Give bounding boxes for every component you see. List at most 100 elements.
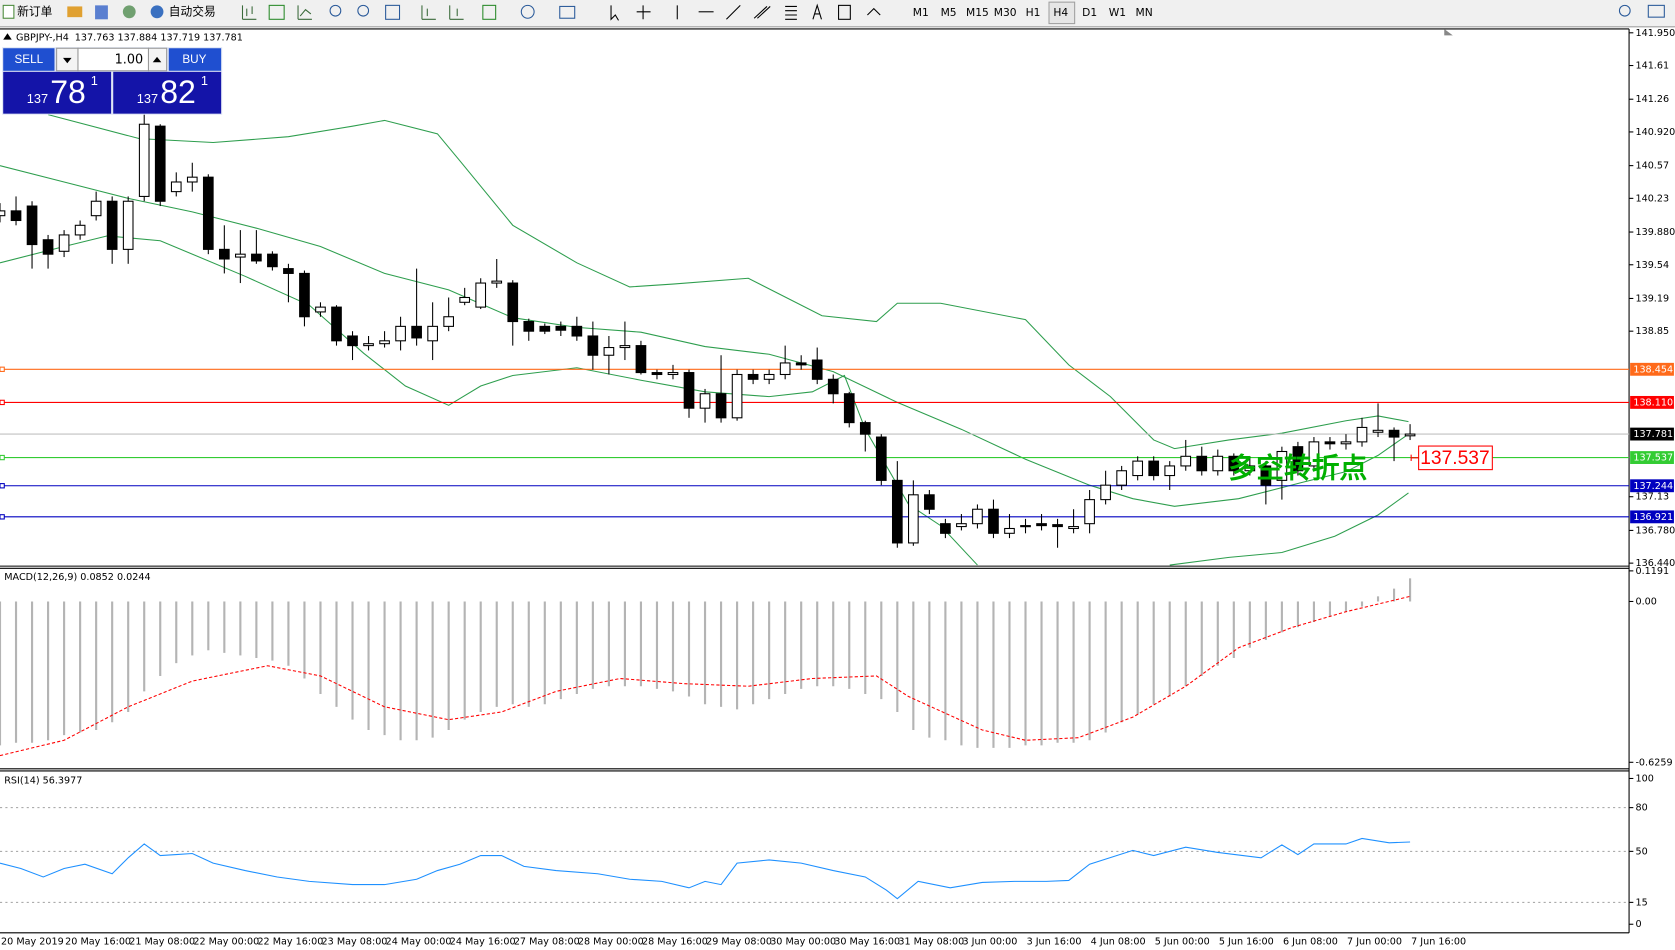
tool-icon[interactable]: [95, 5, 108, 20]
candle-body: [827, 378, 839, 395]
candle-body: [331, 306, 342, 342]
trendline-icon[interactable]: [726, 4, 741, 20]
candle-body: [106, 200, 118, 250]
lot-value[interactable]: 1.00: [115, 53, 144, 68]
arrows-icon[interactable]: [867, 7, 881, 16]
x-tick-label: 30 May 00:00: [770, 936, 836, 947]
level-label: 136.921: [1633, 512, 1673, 523]
level-handle: [0, 483, 5, 489]
bollinger-band: [1169, 492, 1409, 566]
tool-icon[interactable]: [122, 5, 136, 19]
timeframe-button[interactable]: M30: [994, 6, 1017, 19]
candle-body: [235, 253, 246, 258]
bollinger-band: [0, 235, 978, 566]
chat-icon[interactable]: [1647, 4, 1665, 18]
y-tick-label: 140.23: [1635, 193, 1669, 204]
sell-label[interactable]: SELL: [14, 53, 43, 66]
x-tick-label: 22 May 16:00: [257, 936, 323, 947]
y-tick-label: 0.1191: [1635, 566, 1669, 577]
timeframe-button[interactable]: M1: [913, 6, 929, 19]
lot-down-arrow: [63, 57, 72, 64]
x-tick-label: 5 Jun 16:00: [1219, 936, 1274, 947]
x-tick-label: 6 Jun 08:00: [1283, 936, 1338, 947]
candle-body: [587, 335, 599, 356]
cursor-icon[interactable]: [610, 5, 619, 21]
bid-box[interactable]: [3, 71, 112, 114]
period-icon[interactable]: [520, 4, 535, 19]
x-tick-label: 27 May 08:00: [514, 936, 580, 947]
candle-body: [507, 282, 519, 323]
bid-big: 137: [27, 91, 48, 106]
tool-icon[interactable]: [67, 6, 83, 18]
timeframe-button[interactable]: M15: [966, 6, 989, 19]
line-chart-icon[interactable]: [297, 5, 312, 20]
zoom-out-icon[interactable]: [357, 4, 370, 17]
timeframe-button[interactable]: H4: [1053, 6, 1068, 19]
candle-body: [811, 359, 823, 380]
sell-button[interactable]: [3, 48, 55, 71]
lot-up-arrow: [152, 56, 162, 63]
candle-body: [747, 373, 759, 380]
candle-body: [26, 205, 38, 246]
ask-small: 1: [201, 73, 208, 88]
level-label: 138.454: [1633, 364, 1673, 375]
candle-body: [363, 343, 374, 347]
y-tick-label: 136.780: [1635, 525, 1675, 536]
timeframe-button[interactable]: H1: [1026, 6, 1041, 19]
search-icon[interactable]: [1618, 4, 1631, 17]
x-tick-label: 4 Jun 08:00: [1091, 936, 1146, 947]
y-tick-label: 139.54: [1635, 260, 1669, 271]
buy-label[interactable]: BUY: [182, 53, 206, 66]
label-icon[interactable]: [838, 4, 851, 20]
new-order-button[interactable]: 新订单: [17, 4, 52, 18]
fibo-icon[interactable]: [785, 5, 797, 20]
level-handle: [0, 399, 5, 406]
candle-body: [395, 325, 406, 342]
candle-body: [1404, 433, 1416, 437]
x-tick-label: 20 May 16:00: [65, 936, 131, 947]
candle-body: [731, 373, 743, 419]
timeframe-button[interactable]: M5: [941, 6, 957, 19]
candle-body: [1212, 455, 1224, 472]
y-tick-label: 141.950: [1635, 28, 1675, 39]
timeframe-button[interactable]: MN: [1135, 6, 1152, 19]
buy-button[interactable]: [168, 48, 222, 71]
scroll-icon[interactable]: [421, 5, 436, 20]
x-tick-label: 21 May 08:00: [129, 936, 195, 947]
candle-body: [619, 345, 631, 349]
candle-body: [715, 393, 727, 419]
x-tick-label: 22 May 00:00: [193, 936, 259, 947]
y-tick-label: 100: [1635, 773, 1653, 784]
channel-icon[interactable]: [753, 6, 771, 19]
candle-icon[interactable]: [268, 4, 285, 20]
auto-trading-icon[interactable]: [150, 5, 164, 19]
level-label-bg: [1630, 479, 1674, 493]
tile-icon[interactable]: [385, 4, 401, 20]
candle-body: [347, 335, 358, 347]
x-tick-label: 7 Jun 16:00: [1411, 936, 1466, 947]
candle-body: [443, 316, 455, 327]
template-icon[interactable]: [559, 5, 576, 19]
new-order-icon[interactable]: [2, 4, 15, 19]
candle-body: [90, 200, 102, 217]
auto-trading-button[interactable]: 自动交易: [169, 4, 216, 18]
timeframe-button[interactable]: D1: [1082, 6, 1097, 19]
bar-chart-icon[interactable]: [241, 5, 257, 20]
indicator-icon[interactable]: [482, 4, 497, 20]
shift-icon[interactable]: [449, 5, 464, 20]
timeframes: M1 M5 M15 M30 H1 H4 D1 W1 MN: [913, 6, 1153, 19]
y-tick-label: 138.85: [1635, 326, 1669, 337]
crosshair-icon[interactable]: [636, 5, 651, 20]
text-icon[interactable]: [812, 3, 822, 20]
candle-body: [875, 436, 887, 481]
level-label-bg: [1630, 510, 1674, 524]
zoom-in-icon[interactable]: [329, 4, 342, 17]
timeframe-button[interactable]: W1: [1109, 6, 1126, 19]
candle-body: [138, 123, 150, 197]
candle-body: [1388, 429, 1400, 438]
candle-body: [202, 176, 214, 250]
candle-body: [1244, 465, 1256, 472]
x-tick-label: 3 Jun 16:00: [1027, 936, 1082, 947]
ask-box[interactable]: [113, 71, 222, 114]
